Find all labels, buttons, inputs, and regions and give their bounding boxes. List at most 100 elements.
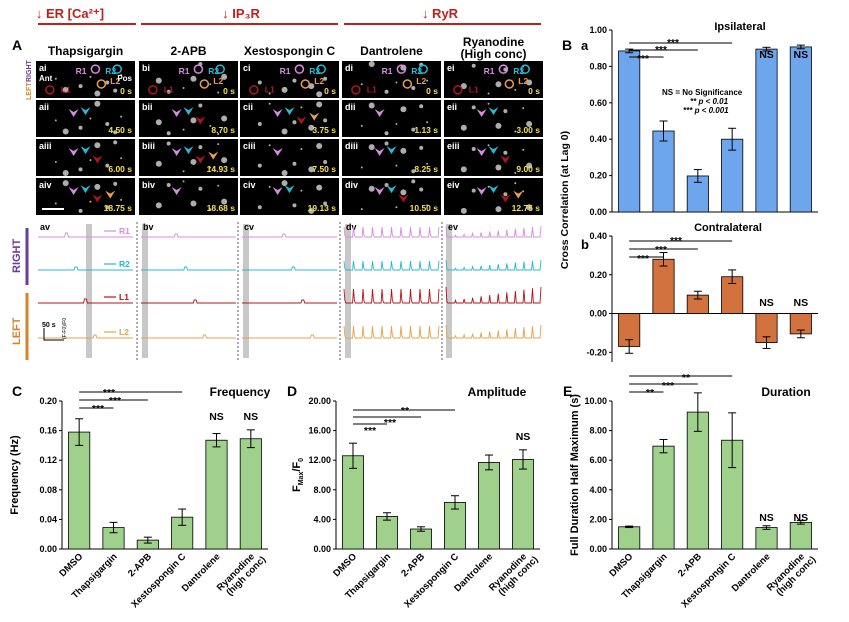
cell-dot bbox=[400, 147, 407, 154]
cell-dot bbox=[257, 205, 262, 210]
activity-arrowhead bbox=[208, 151, 219, 160]
trace-right-label: RIGHT bbox=[11, 239, 23, 274]
roi-label: R1 bbox=[76, 66, 87, 76]
cell-dot bbox=[316, 101, 323, 108]
ns-label: NS bbox=[759, 49, 774, 61]
activity-arrowhead bbox=[80, 146, 91, 155]
roi-circle bbox=[504, 79, 515, 89]
panel-a-column-title: Dantrolene bbox=[360, 44, 423, 58]
microscopy-image bbox=[36, 139, 135, 176]
y-tick-label: 0.00 bbox=[313, 544, 331, 554]
calcium-trace bbox=[445, 324, 542, 339]
image-panel-id: div bbox=[345, 180, 358, 190]
calcium-trace bbox=[343, 288, 440, 304]
cell-dot bbox=[54, 77, 57, 80]
roi-circle bbox=[96, 79, 107, 89]
significance-stars: *** bbox=[637, 54, 649, 65]
cell-dot bbox=[113, 181, 118, 186]
ns-label: NS bbox=[794, 297, 809, 309]
cell-dot bbox=[78, 167, 83, 172]
significance-stars: *** bbox=[655, 45, 667, 56]
image-timestamp: 3.00 s bbox=[516, 125, 540, 135]
y-tick-label: 0.00 bbox=[589, 544, 607, 554]
panel-ba-title: Ipsilateral bbox=[714, 21, 765, 33]
cell-dot bbox=[113, 88, 118, 93]
activity-arrowhead bbox=[272, 147, 283, 156]
header: ↓ ER [Ca²⁺] ↓ IP₃R ↓ RyR bbox=[36, 6, 541, 25]
activity-arrowhead bbox=[80, 107, 91, 116]
cell-dot bbox=[221, 157, 228, 164]
cell-dot bbox=[323, 201, 328, 206]
roi-label: R2 bbox=[309, 66, 320, 76]
panel-a-image-left-label: LEFT bbox=[26, 82, 33, 100]
cell-dot bbox=[198, 103, 203, 108]
roi-label: L1 bbox=[469, 84, 479, 94]
header-ip3r-label: ↓ IP₃R bbox=[222, 6, 260, 21]
cell-dot bbox=[526, 204, 533, 211]
calcium-trace bbox=[38, 232, 133, 238]
y-tick-label: 2.00 bbox=[589, 514, 607, 524]
y-tick-label: 0.00 bbox=[589, 207, 607, 217]
cell-dot bbox=[209, 208, 212, 211]
roi-label: L2 bbox=[314, 76, 324, 86]
stimulus-bar bbox=[86, 224, 92, 358]
cell-dot bbox=[471, 146, 476, 151]
cell-dot bbox=[166, 183, 171, 188]
cell-dot bbox=[182, 128, 185, 131]
y-tick-label: 10.00 bbox=[584, 396, 607, 406]
activity-arrowhead bbox=[92, 155, 103, 164]
cell-dot bbox=[503, 109, 508, 114]
cell-dot bbox=[89, 117, 92, 120]
microscopy-image bbox=[36, 100, 135, 137]
roi-circle bbox=[249, 85, 259, 95]
image-timestamp: 10.50 s bbox=[410, 203, 439, 213]
x-tick-label: DMSO bbox=[57, 551, 85, 579]
activity-arrowhead bbox=[171, 186, 182, 195]
cell-dot bbox=[54, 160, 57, 163]
cell-dot bbox=[78, 84, 83, 89]
bar bbox=[342, 455, 364, 550]
cell-dot bbox=[190, 200, 197, 207]
roi-label: L1 bbox=[265, 84, 275, 94]
panel-b-ylabel: Cross Correlation (at Lag 0) bbox=[559, 131, 571, 269]
cell-dot bbox=[190, 75, 197, 82]
cell-dot bbox=[155, 77, 162, 84]
cell-dot bbox=[221, 115, 228, 122]
cell-dot bbox=[487, 185, 490, 188]
panelC-title: Frequency bbox=[210, 385, 271, 399]
cell-dot bbox=[471, 188, 476, 193]
image-timestamp: 0 s bbox=[426, 86, 438, 96]
ns-label: NS bbox=[759, 297, 774, 309]
activity-arrowhead bbox=[80, 185, 91, 194]
panel-a-column-title: Ryanodine bbox=[463, 35, 525, 49]
cell-dot bbox=[514, 172, 517, 175]
cell-dot bbox=[182, 180, 185, 183]
image-panel-id: biv bbox=[142, 180, 155, 190]
cell-dot bbox=[89, 75, 92, 78]
image-panel-id: dii bbox=[345, 102, 356, 112]
x-tick-label: Ryanodine(high conc) bbox=[487, 547, 540, 600]
cell-dot bbox=[471, 105, 476, 110]
cell-dot bbox=[209, 124, 212, 127]
calcium-trace bbox=[141, 266, 236, 271]
cell-dot bbox=[190, 158, 197, 165]
microscopy-image bbox=[444, 100, 543, 137]
cell-dot bbox=[62, 180, 69, 187]
x-tick-label: DMSO bbox=[331, 551, 359, 579]
y-tick-label: 16.00 bbox=[308, 426, 331, 436]
roi-circle bbox=[402, 79, 413, 89]
cell-dot bbox=[522, 148, 525, 151]
y-tick-label: 0.04 bbox=[39, 514, 57, 524]
bar bbox=[652, 258, 675, 314]
significance-legend: *** p < 0.001 bbox=[683, 106, 729, 115]
cell-dot bbox=[198, 186, 203, 191]
activity-arrowhead bbox=[296, 116, 307, 125]
cell-dot bbox=[105, 122, 110, 127]
calcium-trace bbox=[38, 266, 133, 271]
activity-arrowhead bbox=[284, 107, 295, 116]
image-timestamp: 0 s bbox=[120, 86, 132, 96]
cell-dot bbox=[78, 208, 83, 213]
x-tick-label: Ryanodine(high conc) bbox=[215, 547, 268, 600]
cell-dot bbox=[217, 91, 220, 94]
activity-arrowhead bbox=[183, 107, 194, 116]
